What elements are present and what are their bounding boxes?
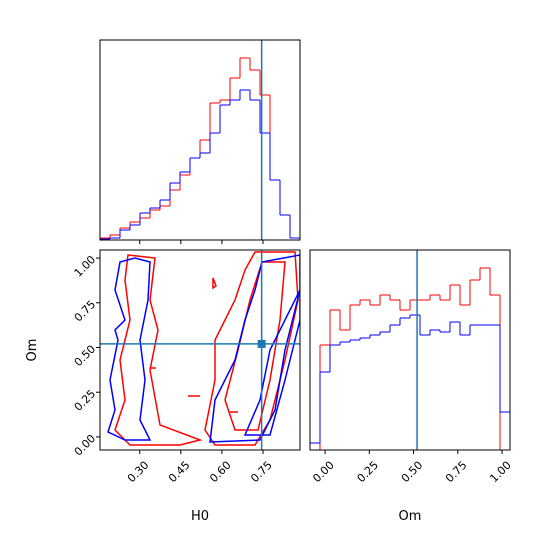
contour	[243, 289, 300, 436]
x-tick-label: 0.30	[125, 459, 152, 486]
x-tick-label: 0.45	[166, 459, 193, 486]
x-tick-label: 0.25	[355, 459, 382, 486]
x-tick-label: 0.75	[248, 459, 275, 486]
x-tick-label: 0.60	[207, 459, 234, 486]
x-tick-label: 1.00	[487, 459, 514, 486]
panel-frame	[309, 249, 511, 451]
contour	[114, 254, 203, 446]
x-tick-label: 0.75	[443, 459, 470, 486]
y-tick-label: 0.75	[72, 298, 99, 325]
contour	[107, 257, 152, 441]
x-tick-label: 0.00	[310, 459, 337, 486]
y-tick-label: 0.50	[72, 343, 99, 370]
y-tick-label: 0.25	[72, 387, 99, 414]
y-tick-label: 1.00	[72, 253, 99, 280]
panel-frame	[99, 249, 301, 451]
contours	[107, 251, 300, 446]
y-tick-label: 0.00	[72, 432, 99, 459]
contour	[209, 254, 300, 443]
x-tick-label: 0.50	[399, 459, 426, 486]
truth-point	[257, 339, 266, 348]
contour	[150, 277, 238, 413]
x-axis-label: Om	[399, 509, 422, 524]
panel-frame	[99, 39, 301, 241]
y-axis-label: Om	[25, 339, 40, 362]
x-axis-label: H0	[191, 509, 209, 524]
